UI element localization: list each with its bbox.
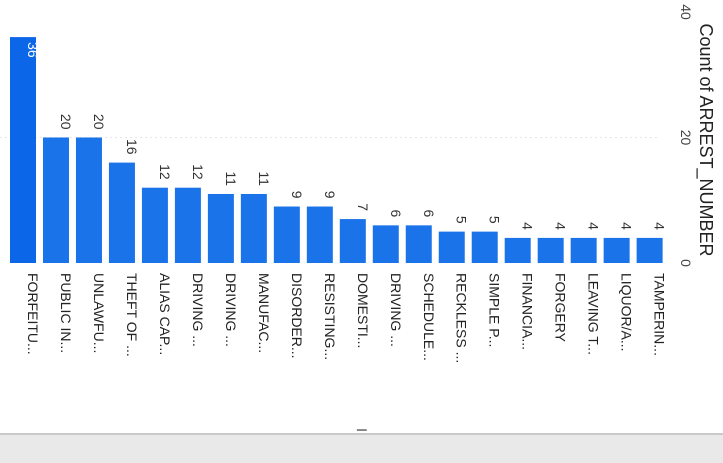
data-label: 11 — [256, 171, 272, 186]
bar[interactable] — [570, 237, 597, 263]
data-label: 20 — [58, 114, 74, 130]
data-label: 4 — [652, 222, 668, 230]
bar[interactable] — [471, 231, 498, 263]
bar[interactable] — [405, 225, 432, 263]
bar[interactable] — [438, 231, 465, 263]
bar[interactable] — [372, 225, 399, 263]
bar[interactable] — [273, 206, 300, 263]
tick-label: 40 — [678, 4, 694, 20]
category-label: UNLAWFU... — [91, 273, 107, 353]
data-label: 12 — [157, 164, 173, 180]
data-label: 5 — [454, 216, 470, 224]
category-label: MANUFAC... — [256, 273, 272, 353]
category-label: SCHEDULE... — [421, 273, 437, 361]
tick-label: 0 — [678, 259, 694, 267]
bar[interactable] — [75, 137, 102, 264]
data-label: 5 — [487, 216, 503, 224]
category-label: ALIAS CAP... — [157, 273, 173, 355]
data-label: 4 — [520, 222, 536, 230]
data-label: 4 — [619, 222, 635, 230]
data-label: 12 — [190, 164, 206, 180]
data-label: 4 — [553, 222, 569, 230]
category-label: FORGERY — [553, 273, 569, 343]
value-axis-title: Count of ARREST_NUMBER — [695, 23, 716, 256]
category-labels: FORFEITU... PUBLIC IN... UNLAWFU... THEFT O… — [25, 273, 668, 363]
category-label: PUBLIC IN... — [58, 273, 74, 353]
data-label: 20 — [91, 114, 107, 130]
bar[interactable] — [306, 206, 333, 263]
bar[interactable] — [636, 237, 663, 263]
category-label: FINANCIA... — [520, 273, 536, 350]
data-label: 9 — [322, 191, 338, 199]
bar[interactable] — [174, 187, 201, 263]
category-label: FORFEITU... — [25, 273, 41, 355]
category-label: LEAVING T... — [586, 273, 602, 355]
value-axis-ticks: 0 20 40 — [678, 4, 694, 267]
category-label: TAMPERIN... — [652, 273, 668, 356]
category-label: LIQUOR/A... — [619, 273, 635, 352]
category-label: DISORDER... — [289, 273, 305, 359]
data-label: 7 — [355, 203, 371, 211]
category-label: DRIVING ... — [388, 273, 404, 347]
tick-label: 20 — [678, 130, 694, 146]
bar[interactable] — [240, 193, 267, 263]
category-label: DRIVING ... — [223, 273, 239, 347]
bar[interactable] — [537, 237, 564, 263]
category-label: RECKLESS ... — [454, 273, 470, 363]
category-label: RESISTING... — [322, 273, 338, 360]
bottom-band — [0, 433, 723, 463]
data-label: 6 — [421, 210, 437, 218]
data-label: 6 — [388, 210, 404, 218]
data-label: 9 — [289, 191, 305, 199]
bar[interactable] — [108, 162, 135, 263]
category-label: SIMPLE P... — [487, 273, 503, 347]
bar[interactable] — [141, 187, 168, 263]
data-label: 4 — [586, 222, 602, 230]
data-label: 36 — [25, 42, 41, 58]
bar[interactable] — [10, 37, 36, 263]
data-label: 16 — [124, 139, 140, 155]
category-label: DRIVING ... — [190, 273, 206, 347]
category-label: DOMESTI... — [355, 273, 371, 348]
bars — [10, 37, 663, 263]
bar[interactable] — [339, 219, 366, 263]
bar[interactable] — [42, 137, 69, 264]
data-labels: 36 20 20 16 12 12 11 11 9 9 7 6 6 5 5 4 4 4 4 4 — [25, 42, 668, 230]
data-label: 11 — [223, 171, 239, 186]
bar[interactable] — [504, 237, 531, 263]
bar[interactable] — [603, 237, 630, 263]
category-label: THEFT OF ... — [124, 273, 140, 357]
bar[interactable] — [207, 193, 234, 263]
